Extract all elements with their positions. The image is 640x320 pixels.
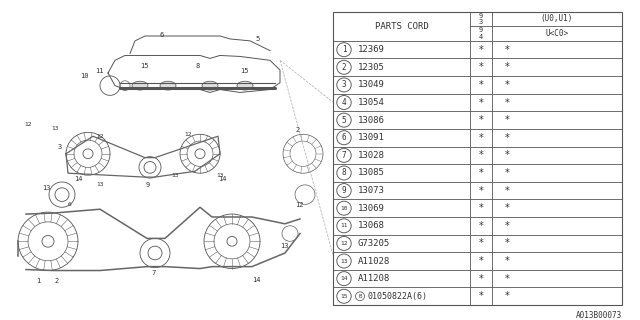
Text: 13: 13 [280,243,289,249]
Text: PARTS CORD: PARTS CORD [374,22,428,31]
Text: *: * [479,221,483,231]
Text: *: * [504,221,509,231]
Text: 9
3: 9 3 [479,13,483,25]
Text: 12: 12 [295,202,303,208]
Ellipse shape [237,81,253,90]
Text: 12: 12 [24,122,32,127]
Text: 11: 11 [340,223,348,228]
Text: *: * [479,80,483,90]
Text: *: * [504,98,509,108]
Text: 9
4: 9 4 [479,27,483,40]
Text: 2: 2 [295,127,300,133]
Text: *: * [504,274,509,284]
Text: *: * [479,186,483,196]
Text: 3: 3 [58,144,62,150]
Text: 13073: 13073 [358,186,385,195]
Text: 7: 7 [151,270,156,276]
Text: *: * [479,45,483,55]
Text: *: * [504,256,509,266]
Text: G73205: G73205 [358,239,390,248]
Text: A013B00073: A013B00073 [576,311,622,320]
Text: 13054: 13054 [358,98,385,107]
Text: 01050822A(6): 01050822A(6) [367,292,427,301]
Text: 13: 13 [340,259,348,264]
Text: (U0,U1): (U0,U1) [541,14,573,23]
Text: 14: 14 [218,176,227,182]
Text: 12305: 12305 [358,63,385,72]
Text: A11028: A11028 [358,257,390,266]
Text: *: * [504,45,509,55]
Text: *: * [504,168,509,178]
Text: 5: 5 [342,116,346,124]
Text: 15: 15 [140,63,148,69]
Ellipse shape [160,81,176,90]
Text: *: * [504,133,509,143]
Text: *: * [479,168,483,178]
Text: 13: 13 [51,126,59,131]
Text: *: * [479,256,483,266]
Text: *: * [504,186,509,196]
Text: *: * [479,133,483,143]
Text: 13091: 13091 [358,133,385,142]
Text: *: * [479,98,483,108]
Text: 15: 15 [340,294,348,299]
Text: 14: 14 [252,277,260,283]
Text: 8: 8 [195,63,199,69]
Text: *: * [479,62,483,72]
Text: 13: 13 [172,173,179,178]
Text: 12: 12 [340,241,348,246]
Text: 13: 13 [96,182,104,188]
Text: 12: 12 [96,134,104,139]
Bar [333,12,622,305]
Text: *: * [479,203,483,213]
Text: U<C0>: U<C0> [545,29,568,38]
Text: A11208: A11208 [358,274,390,283]
Text: 12: 12 [184,132,192,137]
Text: 1: 1 [342,45,346,54]
Text: 13086: 13086 [358,116,385,124]
Text: 13069: 13069 [358,204,385,213]
Text: 3: 3 [342,80,346,89]
Text: *: * [504,115,509,125]
Text: 11: 11 [95,68,104,74]
Text: 15: 15 [240,68,248,74]
Text: *: * [504,238,509,248]
Text: 6: 6 [160,32,164,38]
Ellipse shape [202,81,218,90]
Text: 6: 6 [68,202,72,207]
Text: *: * [479,274,483,284]
Text: 7: 7 [342,151,346,160]
Text: 2: 2 [54,278,58,284]
Ellipse shape [132,81,148,90]
Text: 13028: 13028 [358,151,385,160]
Text: *: * [504,62,509,72]
Text: 13: 13 [216,173,224,178]
Text: *: * [479,291,483,301]
Text: 13085: 13085 [358,168,385,178]
Text: 1: 1 [36,278,40,284]
Text: 14: 14 [74,176,83,182]
Text: 13049: 13049 [358,80,385,89]
Text: 8: 8 [342,168,346,178]
Text: 9: 9 [146,182,150,188]
Text: 5: 5 [255,36,259,42]
Text: 6: 6 [342,133,346,142]
Text: 10: 10 [80,73,88,79]
Text: 4: 4 [342,98,346,107]
Text: *: * [479,238,483,248]
Text: *: * [504,80,509,90]
Text: *: * [504,203,509,213]
Text: 2: 2 [342,63,346,72]
Text: 10: 10 [340,206,348,211]
Text: *: * [504,150,509,160]
Text: *: * [479,150,483,160]
Text: 13068: 13068 [358,221,385,230]
Text: *: * [479,115,483,125]
Text: B: B [358,294,362,299]
Text: *: * [504,291,509,301]
Text: 9: 9 [342,186,346,195]
Text: 13: 13 [42,185,51,191]
Text: 12369: 12369 [358,45,385,54]
Text: 14: 14 [340,276,348,281]
